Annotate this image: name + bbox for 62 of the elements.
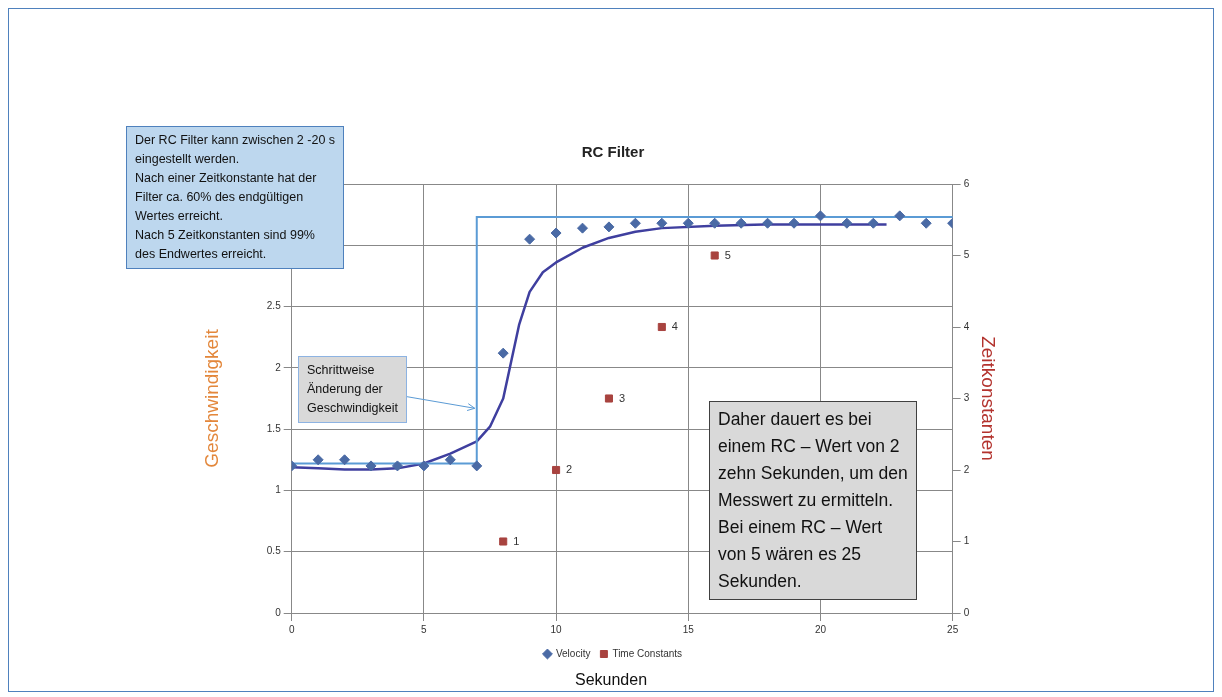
y-tick-label: 1: [275, 484, 282, 496]
point: [735, 217, 747, 229]
point: [552, 465, 561, 475]
legend-label: Time Constants: [612, 647, 683, 659]
point: [418, 460, 430, 472]
data-label: 5: [724, 248, 731, 261]
point: [656, 217, 668, 229]
chart-title: RC Filter: [581, 143, 645, 161]
x-tick-label: 15: [682, 623, 695, 635]
y2-tick-label: 2: [963, 463, 970, 475]
y2-tick-label: 4: [963, 320, 970, 332]
point: [497, 347, 509, 359]
point: [339, 454, 351, 466]
data-label: 2: [566, 463, 573, 476]
x-axis-title: Sekunden: [573, 671, 649, 689]
y2-tick-label: 1: [963, 535, 970, 547]
point: [629, 217, 641, 229]
x-tick-label: 0: [288, 623, 295, 635]
callout-box: Daher dauert es bei einem RC – Wert von 2 zehn Sekunden, um den Messwert zu ermitteln. Bei einem RC – Wert von 5 wären es 25 Sekunden.: [709, 401, 917, 600]
point: [499, 537, 508, 546]
callout-box: Schrittweise Änderung der Geschwindigkeit: [298, 356, 407, 423]
point: [657, 322, 666, 332]
x-tick-label: 20: [814, 623, 827, 635]
point: [710, 251, 719, 260]
data-label: 1: [513, 534, 520, 547]
y-axis-title: Geschwindigkeit: [200, 328, 222, 468]
y-tick-label: 0: [275, 606, 282, 618]
point: [788, 217, 800, 229]
data-label: 3: [618, 391, 626, 404]
point: [894, 210, 906, 222]
data-label: 4: [671, 320, 678, 333]
y-tick-label: 0.5: [266, 545, 282, 557]
y2-tick-label: 0: [963, 606, 970, 618]
x-tick-label: 25: [947, 623, 959, 635]
x-tick-label: 5: [421, 623, 428, 635]
point: [762, 217, 774, 229]
y-tick-label: 1.5: [266, 422, 282, 434]
point: [550, 227, 562, 239]
point: [312, 454, 324, 466]
callout-box: Der RC Filter kann zwischen 2 -20 s eingestellt werden. Nach einer Zeitkonstante hat der Filter ca. 60% des endgültigen Wertes erreicht. Nach 5 Zeitkonstanten sind 99% des Endwertes erreicht.: [126, 126, 345, 269]
y-tick-label: 2: [275, 361, 282, 373]
point: [577, 222, 589, 234]
point: [604, 394, 613, 403]
legend-label: Velocity: [555, 647, 591, 659]
x-tick-label: 10: [550, 623, 563, 635]
point: [814, 210, 826, 222]
y2-tick-label: 6: [963, 177, 970, 189]
point: [841, 217, 853, 229]
point: [920, 217, 932, 229]
point: [444, 454, 456, 466]
point: [365, 460, 377, 472]
point: [391, 460, 403, 472]
y2-tick-label: 3: [963, 392, 970, 404]
y2-tick-label: 5: [963, 249, 970, 261]
point: [867, 217, 879, 229]
y2-axis-title: Zeitkonstanten: [978, 336, 1000, 461]
point: [471, 460, 483, 472]
point: [603, 221, 615, 233]
point: [682, 217, 694, 229]
point: [524, 233, 536, 245]
point: [709, 217, 721, 229]
y-tick-label: 2.5: [266, 300, 282, 312]
